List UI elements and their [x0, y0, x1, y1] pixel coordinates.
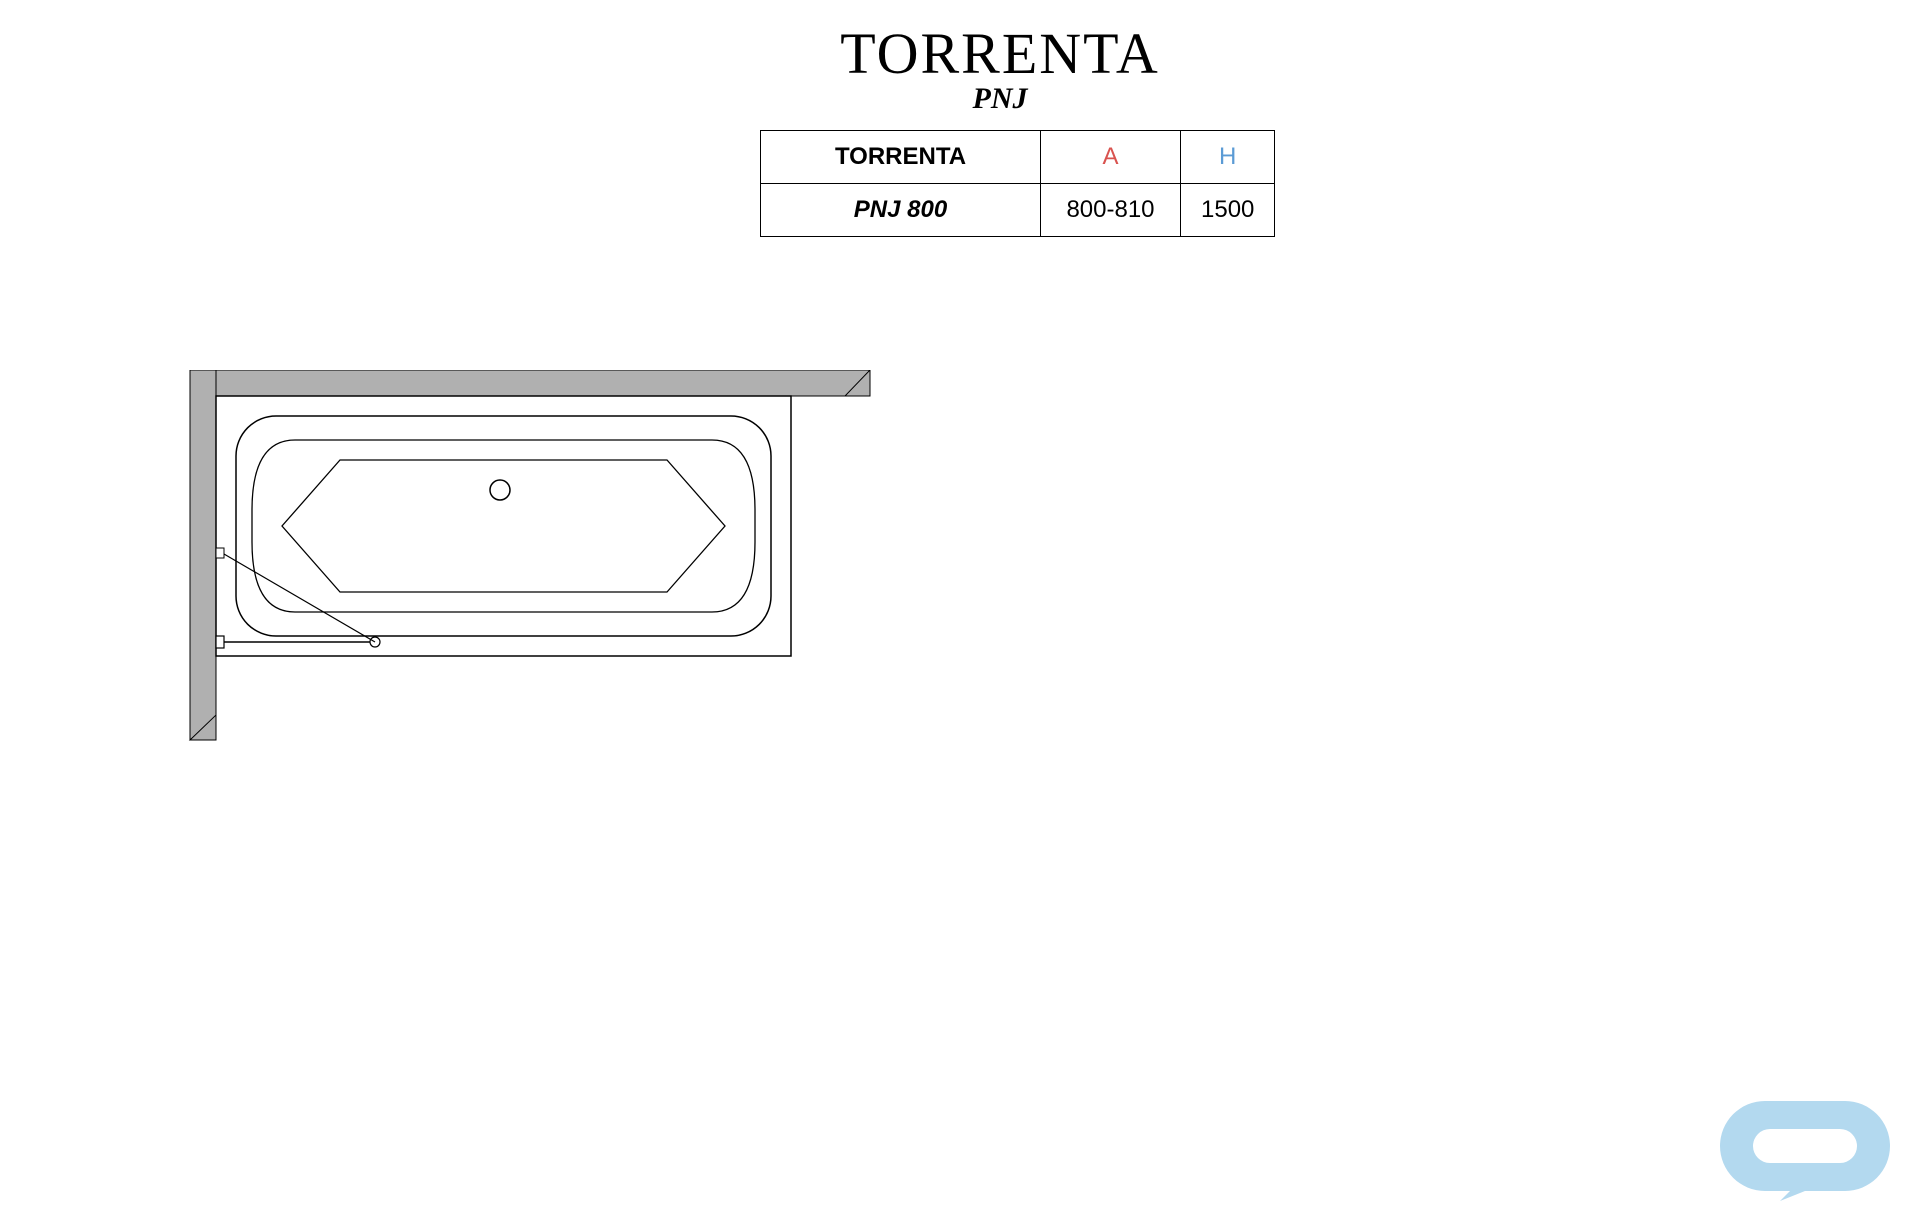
bathtub-diagram — [180, 370, 880, 770]
logo-c-shape — [1720, 1101, 1805, 1191]
cell-name: PNJ 800 — [761, 184, 1041, 237]
brand-logo-icon — [1710, 1091, 1900, 1201]
spec-table: TORRENTA A H PNJ 800 800-810 1500 — [760, 130, 1275, 237]
wall-top — [190, 370, 870, 396]
tub-outer — [216, 396, 791, 656]
screen-hinge — [216, 636, 224, 648]
cell-h: 1500 — [1181, 184, 1275, 237]
product-title: TORRENTA — [760, 20, 1240, 87]
table-header-row: TORRENTA A H — [761, 131, 1275, 184]
table-row: PNJ 800 800-810 1500 — [761, 184, 1275, 237]
title-block: TORRENTA PNJ — [760, 20, 1240, 116]
product-subtitle: PNJ — [760, 82, 1240, 116]
cell-a: 800-810 — [1041, 184, 1181, 237]
header-name: TORRENTA — [761, 131, 1041, 184]
header-h: H — [1181, 131, 1275, 184]
wall-left — [190, 370, 216, 740]
screen-hinge-upper — [216, 548, 224, 558]
header-a: A — [1041, 131, 1181, 184]
